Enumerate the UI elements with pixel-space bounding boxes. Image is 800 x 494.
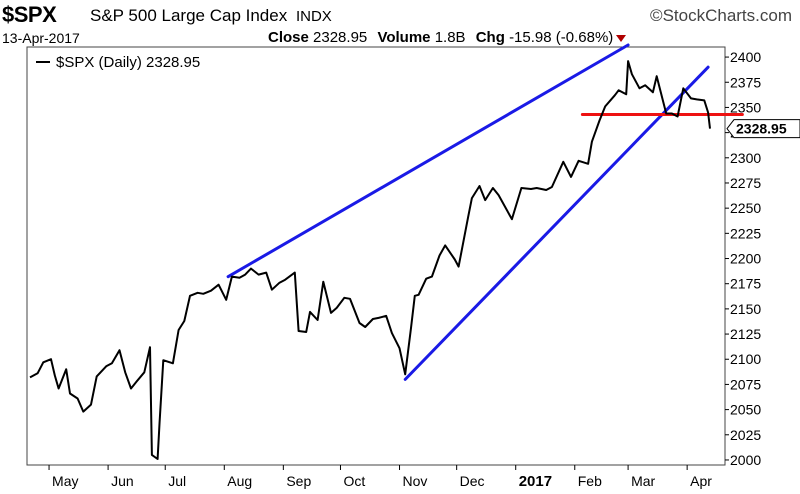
x-month-label: Oct [343, 473, 365, 489]
y-tick-label: 2400 [730, 49, 761, 65]
exchange-code: INDX [295, 8, 332, 25]
trendline [403, 65, 710, 381]
y-tick-label: 2100 [730, 351, 761, 367]
y-tick-label: 2375 [730, 74, 761, 90]
x-month-label: May [52, 473, 78, 489]
y-tick-label: 2175 [730, 276, 761, 292]
x-month-label: Mar [631, 473, 655, 489]
x-month-label: Feb [578, 473, 602, 489]
y-tick-label: 2250 [730, 200, 761, 216]
quote-summary: Close 2328.95 Volume 1.8B Chg -15.98 (-0… [268, 29, 627, 46]
down-arrow-icon [616, 34, 627, 42]
trendlines [226, 43, 744, 381]
trendline [226, 43, 630, 279]
index-name: S&P 500 Large Cap Index INDX [90, 6, 332, 26]
y-tick-label: 2000 [730, 452, 761, 468]
y-tick-label: 2125 [730, 326, 761, 342]
close-label: Close [268, 29, 309, 46]
ticker-symbol: $SPX [2, 2, 57, 27]
x-month-label: Jun [111, 473, 134, 489]
y-tick-label: 2025 [730, 427, 761, 443]
price-line [29, 60, 711, 460]
x-month-label: Apr [690, 473, 712, 489]
y-axis: 2000 2025 2050 2075 2100 2125 2150 2175 2200 2225… [725, 49, 761, 468]
last-value-label: 2328.95 [736, 121, 787, 137]
volume-label: Volume [377, 29, 431, 46]
plot-area [26, 46, 726, 466]
y-tick-label: 2225 [730, 225, 761, 241]
x-month-label: Nov [403, 473, 428, 489]
x-axis: May Jun Jul Aug Sep Oct Nov Dec 2017 Feb Mar Apr [48, 465, 712, 490]
y-tick-label: 2075 [730, 376, 761, 392]
quote-date: 13-Apr-2017 [2, 30, 80, 46]
y-tick-label: 2300 [730, 150, 761, 166]
y-tick-label: 2275 [730, 175, 761, 191]
last-value-marker: 2328.95 [726, 119, 800, 139]
y-tick-label: 2050 [730, 402, 761, 418]
chg-value: -15.98 (-0.68%) [509, 29, 614, 46]
x-month-label: Jul [168, 473, 186, 489]
legend: $SPX (Daily) 2328.95 [36, 54, 200, 71]
y-tick-label: 2150 [730, 301, 761, 317]
last-value-box [726, 119, 800, 139]
x-month-label: Dec [460, 473, 485, 489]
y-tick-label: 2200 [730, 251, 761, 267]
chart-header: $SPX S&P 500 Large Cap Index INDX ©Stock… [0, 0, 800, 50]
volume-value: 1.8B [434, 29, 466, 46]
legend-label: $SPX (Daily) 2328.95 [56, 54, 200, 71]
index-name-text: S&P 500 Large Cap Index [90, 6, 288, 25]
y-tick-label: 2350 [730, 99, 761, 115]
x-year-label: 2017 [519, 473, 552, 490]
close-value: 2328.95 [313, 29, 368, 46]
x-month-label: Sep [286, 473, 311, 489]
x-month-label: Aug [227, 473, 252, 489]
brand-watermark: ©StockCharts.com [650, 6, 792, 25]
price-series [29, 60, 711, 460]
chg-label: Chg [475, 29, 505, 46]
